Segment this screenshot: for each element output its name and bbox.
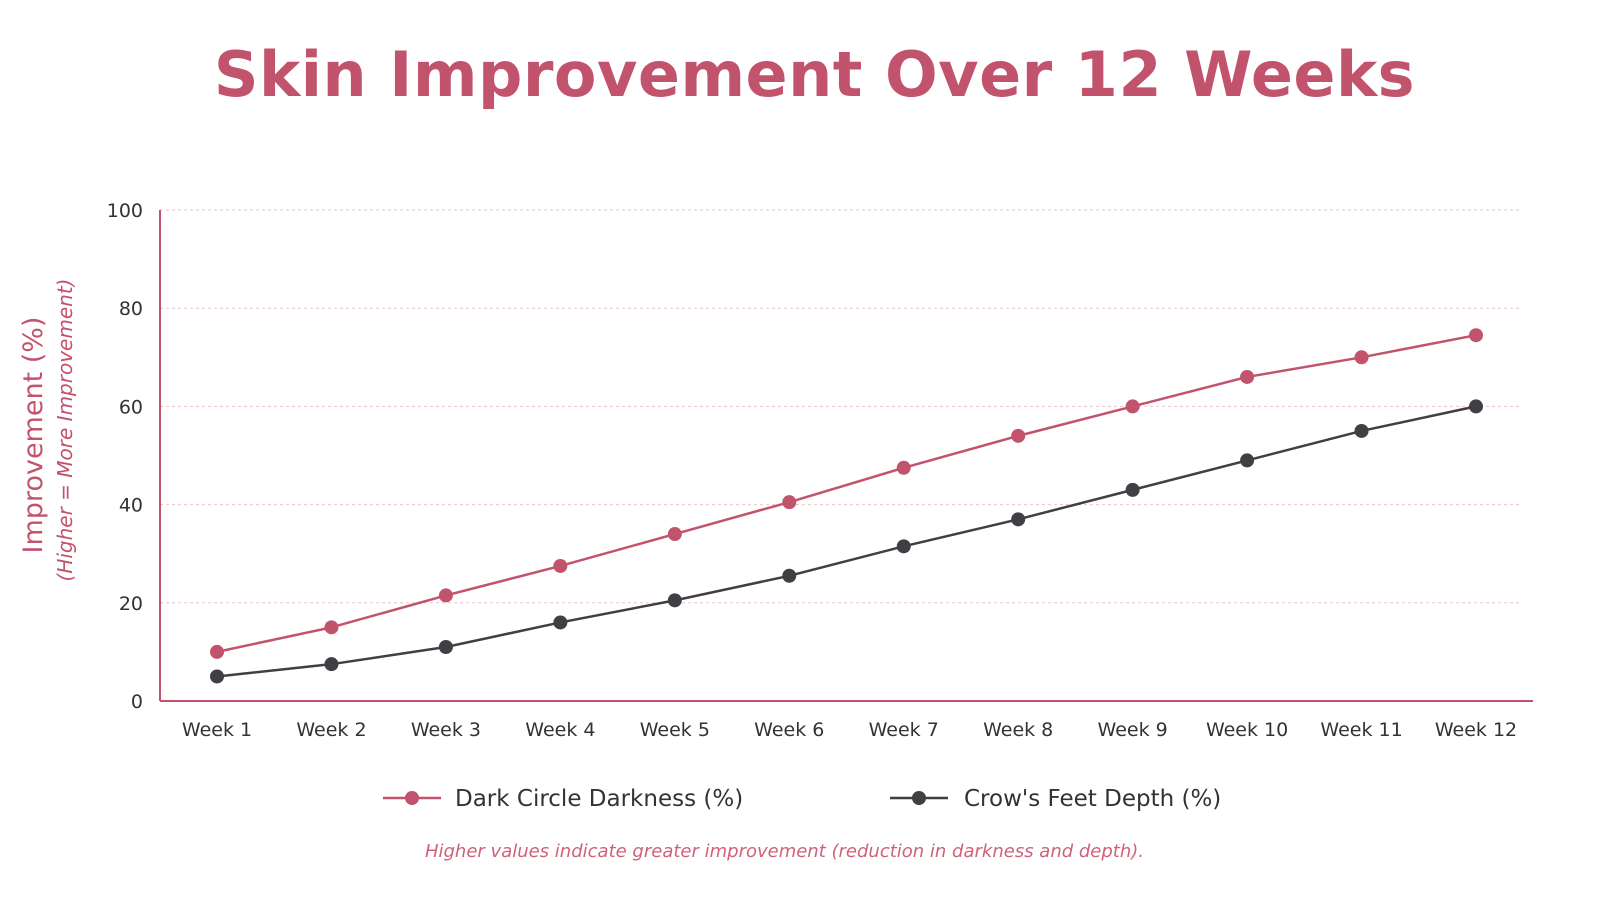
data-point (1011, 512, 1026, 527)
data-point (1469, 328, 1483, 343)
x-tick-label: Week 1 (182, 719, 252, 741)
x-tick-label: Week 8 (983, 719, 1053, 741)
data-point (210, 669, 224, 684)
axes (159, 210, 1533, 702)
legend-label-dark-circle: Dark Circle Darkness (%) (455, 786, 743, 812)
y-tick-label: 0 (131, 691, 143, 713)
legend-item-dark-circle: Dark Circle Darkness (%) (383, 786, 743, 812)
data-point (438, 639, 453, 654)
x-tick-label: Week 3 (411, 719, 481, 741)
data-point (438, 588, 453, 603)
data-point (667, 527, 682, 542)
data-point (667, 593, 682, 608)
y-tick-label: 100 (107, 200, 143, 222)
series-0 (210, 328, 1483, 659)
data-point (782, 495, 797, 510)
series-line (216, 405, 1477, 678)
data-point (1011, 428, 1026, 443)
data-point (896, 539, 911, 554)
series-lines (210, 328, 1483, 684)
x-tick-label: Week 4 (525, 719, 595, 741)
data-point (1469, 399, 1483, 414)
x-tick-label: Week 5 (640, 719, 710, 741)
data-point (324, 657, 339, 672)
data-point (553, 558, 568, 573)
chart-footnote: Higher values indicate greater improveme… (424, 841, 1145, 862)
data-point (1125, 482, 1140, 497)
y-axis-sublabel: (Higher = More Improvement) (53, 279, 77, 582)
legend: Dark Circle Darkness (%) Crow's Feet Dep… (383, 786, 1221, 812)
data-point (1354, 350, 1369, 365)
x-tick-label: Week 7 (869, 719, 939, 741)
grid-lines (160, 209, 1520, 604)
y-axis-label: Improvement (%) (18, 317, 49, 554)
x-tick-label: Week 12 (1435, 719, 1517, 741)
data-point (896, 460, 911, 475)
x-tick-label: Week 2 (296, 719, 366, 741)
data-point (1354, 423, 1369, 438)
data-point (1125, 399, 1140, 414)
y-tick-label: 80 (119, 298, 143, 320)
x-tick-label: Week 10 (1206, 719, 1288, 741)
data-point (782, 568, 797, 583)
y-tick-labels: 0 20 40 60 80 100 (107, 200, 143, 713)
data-point (553, 615, 568, 630)
legend-label-crows-feet: Crow's Feet Depth (%) (964, 786, 1221, 812)
x-tick-label: Week 11 (1320, 719, 1402, 741)
data-point (324, 620, 339, 635)
data-point (210, 644, 224, 659)
y-tick-label: 20 (119, 593, 143, 615)
x-tick-label: Week 9 (1098, 719, 1168, 741)
series-line (216, 333, 1477, 654)
y-tick-label: 60 (119, 396, 143, 418)
data-point (1240, 453, 1255, 468)
x-tick-label: Week 6 (754, 719, 824, 741)
chart-title: Skin Improvement Over 12 Weeks (213, 38, 1416, 111)
y-tick-label: 40 (119, 495, 143, 517)
x-tick-labels: Week 1 Week 2 Week 3 Week 4 Week 5 Week 6 Week… (182, 719, 1517, 741)
legend-item-crows-feet: Crow's Feet Depth (%) (890, 786, 1221, 812)
data-point (1240, 369, 1255, 384)
series-1 (210, 399, 1483, 684)
